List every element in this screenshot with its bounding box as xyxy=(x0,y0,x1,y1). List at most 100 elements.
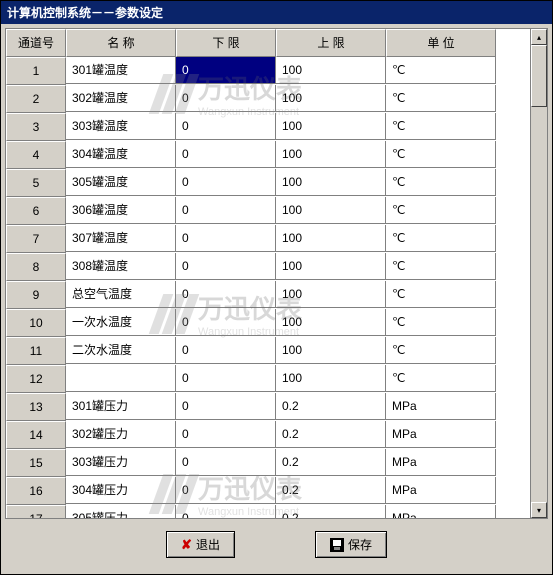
exit-button[interactable]: ✘ 退出 xyxy=(166,531,235,558)
scroll-down-icon[interactable]: ▾ xyxy=(531,502,547,518)
data-cell[interactable]: 100 xyxy=(276,113,386,140)
data-cell[interactable]: 0.2 xyxy=(276,505,386,519)
data-cell[interactable]: 301罐压力 xyxy=(66,393,176,420)
data-cell[interactable]: 303罐温度 xyxy=(66,113,176,140)
data-cell[interactable]: 100 xyxy=(276,169,386,196)
data-cell[interactable]: 302罐压力 xyxy=(66,421,176,448)
row-header[interactable]: 4 xyxy=(6,141,66,169)
data-cell[interactable]: 二次水温度 xyxy=(66,337,176,364)
data-cell[interactable]: MPa xyxy=(386,505,496,519)
data-cell[interactable]: ℃ xyxy=(386,197,496,224)
data-cell[interactable]: ℃ xyxy=(386,85,496,112)
window-title: 计算机控制系统－－参数设定 xyxy=(7,6,163,20)
column-header[interactable]: 单 位 xyxy=(386,29,496,57)
row-header[interactable]: 8 xyxy=(6,253,66,281)
data-cell[interactable]: 0 xyxy=(176,309,276,336)
content-area: 通道号名 称下 限上 限单 位1301罐温度0100℃2302罐温度0100℃3… xyxy=(1,24,552,574)
data-cell[interactable]: 100 xyxy=(276,141,386,168)
data-cell[interactable]: MPa xyxy=(386,477,496,504)
data-cell[interactable]: 总空气温度 xyxy=(66,281,176,308)
titlebar: 计算机控制系统－－参数设定 xyxy=(1,1,552,24)
data-cell[interactable]: 0 xyxy=(176,365,276,392)
data-cell[interactable]: 0.2 xyxy=(276,393,386,420)
row-header[interactable]: 13 xyxy=(6,393,66,421)
data-cell[interactable]: ℃ xyxy=(386,57,496,84)
data-cell[interactable]: ℃ xyxy=(386,337,496,364)
data-cell[interactable]: 0 xyxy=(176,197,276,224)
data-cell[interactable]: 100 xyxy=(276,281,386,308)
data-cell[interactable]: ℃ xyxy=(386,141,496,168)
data-cell[interactable]: 307罐温度 xyxy=(66,225,176,252)
data-cell[interactable]: 0 xyxy=(176,57,276,84)
data-cell[interactable]: 305罐温度 xyxy=(66,169,176,196)
data-cell[interactable]: 0 xyxy=(176,253,276,280)
data-cell[interactable]: 308罐温度 xyxy=(66,253,176,280)
data-cell[interactable]: ℃ xyxy=(386,281,496,308)
data-cell[interactable]: ℃ xyxy=(386,253,496,280)
column-header[interactable]: 通道号 xyxy=(6,29,66,57)
data-cell[interactable]: 0.2 xyxy=(276,449,386,476)
data-cell[interactable]: 0 xyxy=(176,337,276,364)
data-cell[interactable]: ℃ xyxy=(386,169,496,196)
data-cell[interactable]: ℃ xyxy=(386,309,496,336)
row-header[interactable]: 9 xyxy=(6,281,66,309)
data-cell[interactable]: 302罐温度 xyxy=(66,85,176,112)
data-cell[interactable]: ℃ xyxy=(386,365,496,392)
data-cell[interactable]: 0 xyxy=(176,169,276,196)
scroll-thumb[interactable] xyxy=(531,45,547,107)
data-cell[interactable]: 100 xyxy=(276,337,386,364)
data-cell[interactable]: 0 xyxy=(176,505,276,519)
data-cell[interactable]: MPa xyxy=(386,393,496,420)
data-cell[interactable]: MPa xyxy=(386,421,496,448)
data-cell[interactable]: ℃ xyxy=(386,113,496,140)
column-header[interactable]: 名 称 xyxy=(66,29,176,57)
data-cell[interactable]: 304罐压力 xyxy=(66,477,176,504)
data-cell[interactable]: 100 xyxy=(276,57,386,84)
data-cell[interactable]: 100 xyxy=(276,85,386,112)
row-header[interactable]: 3 xyxy=(6,113,66,141)
row-header[interactable]: 7 xyxy=(6,225,66,253)
data-cell[interactable]: 0 xyxy=(176,113,276,140)
row-header[interactable]: 14 xyxy=(6,421,66,449)
data-cell[interactable]: 100 xyxy=(276,197,386,224)
data-cell[interactable]: 0 xyxy=(176,393,276,420)
save-button[interactable]: 保存 xyxy=(315,531,387,558)
column-header[interactable]: 下 限 xyxy=(176,29,276,57)
data-cell[interactable]: 304罐温度 xyxy=(66,141,176,168)
row-header[interactable]: 12 xyxy=(6,365,66,393)
data-cell[interactable]: ℃ xyxy=(386,225,496,252)
row-header[interactable]: 16 xyxy=(6,477,66,505)
data-cell[interactable]: 100 xyxy=(276,225,386,252)
data-cell[interactable]: 305罐压力 xyxy=(66,505,176,519)
data-cell[interactable]: 0 xyxy=(176,225,276,252)
data-cell[interactable]: 306罐温度 xyxy=(66,197,176,224)
row-header[interactable]: 10 xyxy=(6,309,66,337)
row-header[interactable]: 11 xyxy=(6,337,66,365)
data-cell[interactable]: 100 xyxy=(276,253,386,280)
data-cell[interactable]: 303罐压力 xyxy=(66,449,176,476)
column-header[interactable]: 上 限 xyxy=(276,29,386,57)
data-cell[interactable]: 0.2 xyxy=(276,421,386,448)
row-header[interactable]: 15 xyxy=(6,449,66,477)
data-cell[interactable] xyxy=(66,365,176,392)
scroll-up-icon[interactable]: ▴ xyxy=(531,29,547,45)
data-cell[interactable]: 0 xyxy=(176,449,276,476)
data-cell[interactable]: 0 xyxy=(176,141,276,168)
row-header[interactable]: 17 xyxy=(6,505,66,519)
data-grid[interactable]: 通道号名 称下 限上 限单 位1301罐温度0100℃2302罐温度0100℃3… xyxy=(6,29,530,518)
data-cell[interactable]: MPa xyxy=(386,449,496,476)
vertical-scrollbar[interactable]: ▴ ▾ xyxy=(530,29,547,518)
data-cell[interactable]: 0.2 xyxy=(276,477,386,504)
data-cell[interactable]: 0 xyxy=(176,421,276,448)
data-cell[interactable]: 301罐温度 xyxy=(66,57,176,84)
data-cell[interactable]: 100 xyxy=(276,309,386,336)
data-cell[interactable]: 100 xyxy=(276,365,386,392)
data-cell[interactable]: 0 xyxy=(176,477,276,504)
row-header[interactable]: 5 xyxy=(6,169,66,197)
data-cell[interactable]: 一次水温度 xyxy=(66,309,176,336)
row-header[interactable]: 1 xyxy=(6,57,66,85)
row-header[interactable]: 2 xyxy=(6,85,66,113)
row-header[interactable]: 6 xyxy=(6,197,66,225)
data-cell[interactable]: 0 xyxy=(176,85,276,112)
data-cell[interactable]: 0 xyxy=(176,281,276,308)
